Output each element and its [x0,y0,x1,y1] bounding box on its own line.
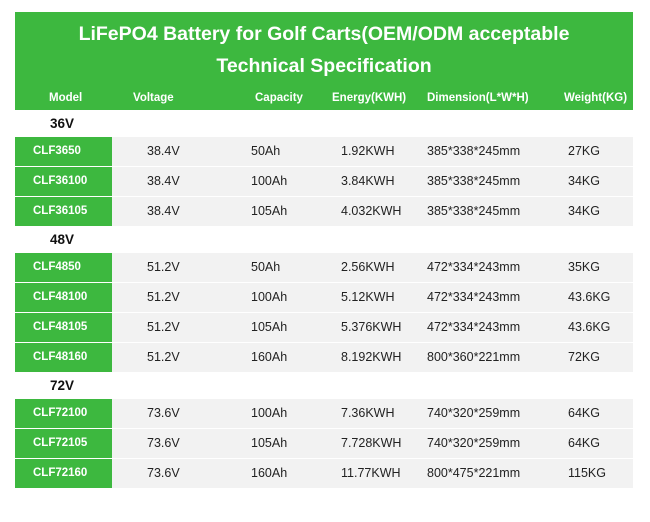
capacity-cell: 50Ah [251,260,281,274]
capacity-cell: 100Ah [251,174,288,188]
energy-cell: 8.192KWH [341,350,402,364]
header-dimension: Dimension(L*W*H) [427,92,529,104]
capacity-cell: 50Ah [251,144,281,158]
voltage-cell: 73.6V [147,436,180,450]
dimension-cell: 472*334*243mm [427,260,521,274]
model-cell: CLF72105 [15,429,112,458]
dimension-cell: 472*334*243mm [427,290,521,304]
title-line-1: LiFePO4 Battery for Golf Carts(OEM/ODM a… [78,23,570,45]
title-banner: LiFePO4 Battery for Golf Carts(OEM/ODM a… [15,12,633,110]
dimension-cell: 740*320*259mm [427,406,521,420]
dimension-cell: 385*338*245mm [427,144,521,158]
energy-cell: 7.728KWH [341,436,402,450]
group-header: 72V [15,372,633,398]
dimension-cell: 385*338*245mm [427,204,521,218]
model-cell: CLF4850 [15,253,112,282]
weight-cell: 27KG [568,144,600,158]
table-row: CLF36105 38.4V 105Ah 4.032KWH 385*338*245mm 3… [15,196,633,226]
capacity-cell: 160Ah [251,350,288,364]
capacity-cell: 105Ah [251,320,288,334]
dimension-cell: 800*475*221mm [427,466,521,480]
voltage-cell: 38.4V [147,204,180,218]
energy-cell: 2.56KWH [341,260,395,274]
table-row: CLF48100 51.2V 100Ah 5.12KWH 472*334*243mm 43… [15,282,633,312]
capacity-cell: 100Ah [251,290,288,304]
weight-cell: 34KG [568,204,600,218]
title-line-2: Technical Specification [216,55,432,77]
voltage-cell: 38.4V [147,174,180,188]
energy-cell: 3.84KWH [341,174,395,188]
model-cell: CLF72160 [15,459,112,488]
model-cell: CLF36100 [15,167,112,196]
dimension-cell: 472*334*243mm [427,320,521,334]
voltage-cell: 51.2V [147,350,180,364]
dimension-cell: 800*360*221mm [427,350,521,364]
voltage-cell: 51.2V [147,290,180,304]
spec-sheet: LiFePO4 Battery for Golf Carts(OEM/ODM a… [15,12,633,488]
header-model: Model [49,92,83,104]
model-cell: CLF36105 [15,197,112,226]
weight-cell: 34KG [568,174,600,188]
voltage-cell: 38.4V [147,144,180,158]
table-row: CLF3650 38.4V 50Ah 1.92KWH 385*338*245mm 27KG [15,136,633,166]
model-cell: CLF48100 [15,283,112,312]
voltage-cell: 73.6V [147,406,180,420]
capacity-cell: 100Ah [251,406,288,420]
table-row: CLF72100 73.6V 100Ah 7.36KWH 740*320*259mm 64… [15,398,633,428]
energy-cell: 5.12KWH [341,290,395,304]
model-cell: CLF3650 [15,137,112,166]
model-cell: CLF72100 [15,399,112,428]
energy-cell: 1.92KWH [341,144,395,158]
weight-cell: 35KG [568,260,600,274]
weight-cell: 115KG [568,466,606,480]
voltage-cell: 73.6V [147,466,180,480]
energy-cell: 5.376KWH [341,320,402,334]
table-row: CLF48105 51.2V 105Ah 5.376KWH 472*334*243mm 4… [15,312,633,342]
table-row: CLF36100 38.4V 100Ah 3.84KWH 385*338*245mm 34… [15,166,633,196]
dimension-cell: 740*320*259mm [427,436,521,450]
weight-cell: 64KG [568,406,600,420]
header-capacity: Capacity [255,92,303,104]
group-label: 36V [50,116,75,131]
weight-cell: 43.6KG [568,290,611,304]
group-label: 48V [50,232,75,247]
header-weight: Weight(KG) [564,92,628,104]
weight-cell: 72KG [568,350,600,364]
voltage-cell: 51.2V [147,260,180,274]
capacity-cell: 105Ah [251,204,288,218]
table-row: CLF72160 73.6V 160Ah 11.77KWH 800*475*221mm 1… [15,458,633,488]
energy-cell: 7.36KWH [341,406,395,420]
capacity-cell: 160Ah [251,466,288,480]
weight-cell: 64KG [568,436,600,450]
header-energy: Energy(KWH) [332,92,407,104]
spec-table-body: 36V CLF3650 38.4V 50Ah 1.92KWH 385*338*245mm 2… [15,110,633,488]
table-row: CLF4850 51.2V 50Ah 2.56KWH 472*334*243mm 35KG [15,252,633,282]
group-header: 36V [15,110,633,136]
energy-cell: 11.77KWH [341,466,401,480]
model-cell: CLF48105 [15,313,112,342]
model-cell: CLF48160 [15,343,112,372]
group-label: 72V [50,378,75,393]
header-voltage: Voltage [133,92,174,104]
column-header-row: Model Voltage Capacity Energy(KWH) Dimen… [15,92,633,110]
capacity-cell: 105Ah [251,436,288,450]
group-header: 48V [15,226,633,252]
table-row: CLF48160 51.2V 160Ah 8.192KWH 800*360*221mm 7… [15,342,633,372]
weight-cell: 43.6KG [568,320,611,334]
energy-cell: 4.032KWH [341,204,402,218]
table-row: CLF72105 73.6V 105Ah 7.728KWH 740*320*259mm 6… [15,428,633,458]
voltage-cell: 51.2V [147,320,180,334]
dimension-cell: 385*338*245mm [427,174,521,188]
